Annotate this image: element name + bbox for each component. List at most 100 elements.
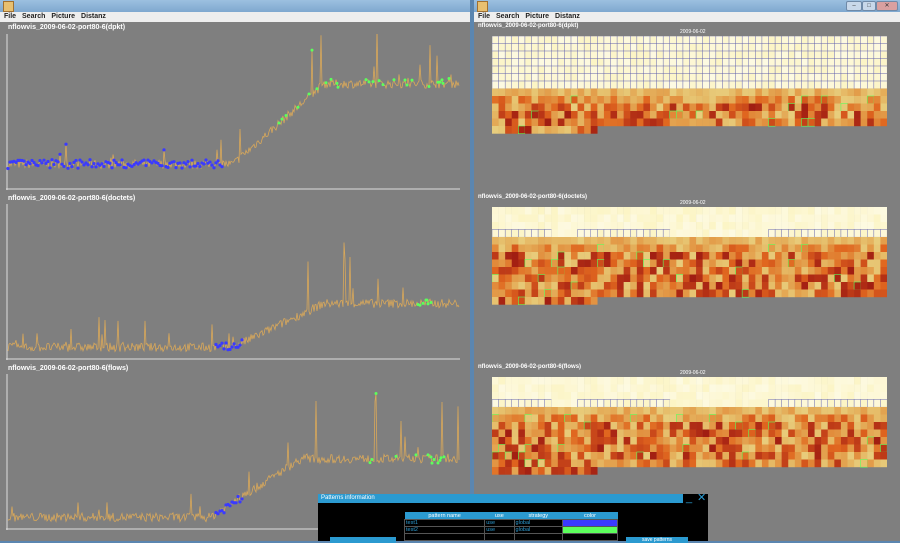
heatmap-cell: [557, 43, 565, 52]
heatmap-cell: [636, 65, 644, 74]
table-row[interactable]: [403, 533, 618, 541]
heatmap-cell: [801, 43, 809, 52]
heatmap-cell: [748, 207, 756, 215]
heatmap-cell: [801, 118, 809, 127]
heatmap-cell: [531, 237, 539, 245]
menu-distanz[interactable]: Distanz: [555, 13, 580, 20]
heatmap-cell: [636, 237, 644, 245]
heatmap-cell: [840, 237, 848, 245]
save-patterns-button[interactable]: save patterns: [626, 537, 688, 543]
heatmap-cell: [630, 50, 638, 59]
heatmap-cell: [748, 73, 756, 82]
heatmap-cell: [492, 222, 499, 230]
heatmap-cell: [577, 384, 585, 393]
heatmap-cell: [715, 414, 723, 423]
title-bar[interactable]: – □ ✕: [474, 0, 900, 12]
heatmap-cell: [715, 50, 723, 59]
menu-distanz[interactable]: Distanz: [81, 13, 106, 20]
menu-picture[interactable]: Picture: [525, 13, 550, 20]
heatmap-cell: [518, 377, 526, 385]
heatmap-cell: [663, 118, 670, 127]
close-button[interactable]: ✕: [876, 1, 898, 11]
heatmap-cell: [577, 429, 585, 438]
maximize-button[interactable]: □: [862, 1, 876, 11]
heatmap-cell: [814, 459, 822, 468]
heatmap-dpkt[interactable]: [492, 36, 887, 134]
pattern-color-swatch[interactable]: [562, 526, 618, 534]
pattern-strategy[interactable]: global: [513, 526, 564, 534]
heatmap-cell: [616, 36, 625, 44]
heatmap-cell: [847, 399, 855, 408]
heatmap-cell: [636, 399, 644, 408]
menu-search[interactable]: Search: [22, 13, 46, 20]
heatmap-cell: [643, 377, 651, 385]
line-plot-doctets[interactable]: [6, 204, 460, 360]
heatmap-flows[interactable]: [492, 377, 887, 475]
pattern-match-point: [315, 87, 319, 91]
heatmap-cell: [854, 267, 861, 275]
heatmap-cell: [623, 252, 631, 260]
pattern-match-point: [228, 347, 232, 352]
load-button[interactable]: [330, 537, 396, 543]
time-series-window: File Search Picture Distanz nflowvis_200…: [0, 0, 470, 541]
table-row[interactable]: test1 use global: [403, 519, 618, 527]
heatmap-cell: [577, 50, 585, 59]
heatmap-cell: [742, 244, 749, 253]
heatmap-cell: [544, 377, 552, 385]
dialog-minimize-button[interactable]: _: [686, 492, 693, 504]
heatmap-cell: [636, 422, 644, 430]
heatmap-cell: [722, 96, 730, 104]
heatmap-cell: [854, 274, 861, 283]
heatmap-cell: [867, 252, 875, 260]
heatmap-cell: [715, 118, 723, 127]
table-row[interactable]: test2 use global: [403, 526, 618, 534]
heatmap-cell: [492, 392, 499, 400]
heatmap-cell: [696, 399, 703, 408]
pattern-color-swatch[interactable]: [562, 519, 618, 527]
menu-file[interactable]: File: [478, 13, 491, 20]
pattern-use[interactable]: use: [484, 519, 515, 527]
line-plot-dpkt[interactable]: [6, 34, 460, 190]
heatmap-cell: [768, 244, 776, 253]
heatmap-doctets[interactable]: [492, 207, 887, 305]
menu-picture[interactable]: Picture: [51, 13, 76, 20]
pattern-strategy[interactable]: global: [513, 519, 564, 527]
heatmap-cell: [649, 50, 658, 59]
col-strategy: strategy: [514, 512, 563, 520]
heatmap-cell: [669, 437, 677, 445]
heatmap-cell: [768, 58, 776, 67]
heatmap-cell: [847, 274, 855, 283]
heatmap-cell: [590, 459, 598, 468]
heatmap-cell: [564, 207, 572, 215]
pattern-name[interactable]: test2: [403, 526, 486, 534]
heatmap-cell: [834, 289, 842, 298]
heatmap-cell: [650, 429, 657, 438]
heatmap-cell: [571, 103, 578, 112]
heatmap-cell: [643, 252, 651, 260]
heatmap-cell: [518, 43, 526, 52]
heatmap-cell: [518, 444, 526, 453]
heatmap-cell: [768, 103, 776, 112]
title-bar[interactable]: [0, 0, 470, 12]
pattern-use[interactable]: use: [484, 526, 515, 534]
dialog-close-button[interactable]: ✕: [697, 492, 707, 504]
pattern-match-point: [368, 461, 372, 465]
heatmap-cell: [676, 36, 684, 44]
heatmap-cell: [768, 73, 776, 82]
heatmap-cell: [511, 259, 519, 268]
line-plot-flows[interactable]: [6, 374, 460, 530]
heatmap-cell: [650, 259, 657, 268]
heatmap-cell: [854, 407, 861, 415]
pattern-match-point: [381, 83, 385, 87]
menu-search[interactable]: Search: [496, 13, 520, 20]
heatmap-cell: [709, 229, 717, 238]
heatmap-cell: [781, 222, 789, 230]
minimize-button[interactable]: –: [846, 1, 862, 11]
heatmap-cell: [794, 392, 802, 400]
heatmap-cell: [590, 214, 598, 223]
heatmap-cell: [781, 392, 789, 400]
pattern-name[interactable]: test1: [403, 519, 486, 527]
heatmap-cell: [853, 399, 862, 408]
menu-file[interactable]: File: [4, 13, 17, 20]
heatmap-cell: [873, 289, 881, 298]
